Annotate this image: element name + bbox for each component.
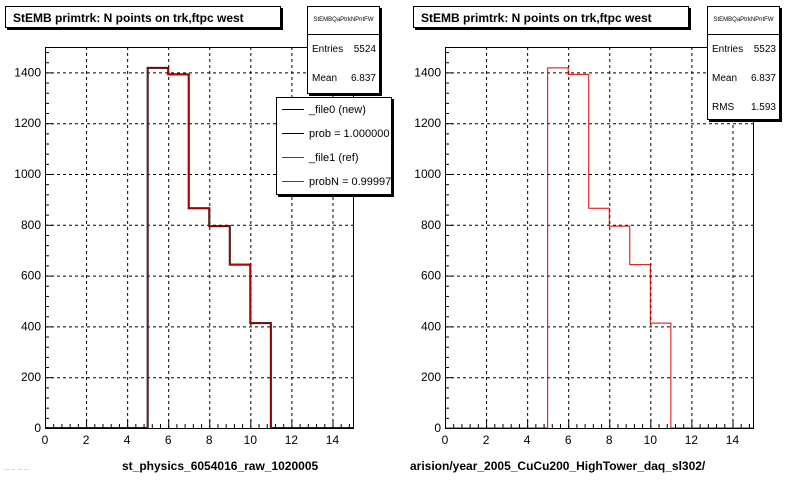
y-tick-label: 1200 xyxy=(14,116,41,130)
stats-label: Mean xyxy=(312,73,338,84)
x-tick-label: 12 xyxy=(285,433,299,447)
y-tick-label: 1400 xyxy=(414,65,441,79)
legend-line-swatch xyxy=(282,109,304,110)
legend-entry-prob: prob = 1.000000 xyxy=(277,122,391,146)
left-title-box: StEMB primtrk: N points on trk,ftpc west xyxy=(5,6,281,28)
right-file-label-text: arision/year_2005_CuCu200_HighTower_daq_… xyxy=(410,459,706,473)
y-tick-label: 200 xyxy=(21,370,41,384)
x-axis xyxy=(45,420,350,428)
x-tick-label: 8 xyxy=(606,433,613,447)
left-title: StEMB primtrk: N points on trk,ftpc west xyxy=(13,11,244,25)
x-tick-label: 2 xyxy=(83,433,90,447)
plot-frame xyxy=(45,47,354,429)
right-stats-rms: RMS 1.593 xyxy=(708,93,779,119)
legend-line-swatch xyxy=(282,157,304,158)
left-stats-box: StEMBQaPtrkNPntFW Entries 5524 Mean 6.83… xyxy=(307,6,380,94)
x-axis xyxy=(445,420,750,428)
y-tick-label: 1000 xyxy=(14,167,41,181)
stats-label: Entries xyxy=(312,44,344,55)
stats-value: 5524 xyxy=(353,44,376,55)
x-tick-label: 14 xyxy=(726,433,740,447)
left-stats-mean: Mean 6.837 xyxy=(308,64,379,93)
x-tick-label: 10 xyxy=(644,433,658,447)
y-tick-label: 800 xyxy=(21,218,41,232)
y-tick-label: 400 xyxy=(421,319,441,333)
stats-value: 6.837 xyxy=(350,73,376,84)
y-tick-label: 0 xyxy=(34,421,41,435)
stats-value: 6.837 xyxy=(750,73,776,84)
x-tick-label: 8 xyxy=(206,433,213,447)
legend-entry-ref: _file1 (ref) xyxy=(277,146,391,170)
legend-text: probN = 0.999970 xyxy=(309,176,391,188)
x-tick-label: 6 xyxy=(165,433,172,447)
legend-entry-new: _file0 (new) xyxy=(277,98,391,122)
right-title: StEMB primtrk: N points on trk,ftpc west xyxy=(421,11,652,25)
stats-label: RMS xyxy=(712,102,735,113)
legend-text: _file0 (new) xyxy=(309,104,366,116)
y-tick-label: 600 xyxy=(21,269,41,283)
left-file-label-text: st_physics_6054016_raw_1020005 xyxy=(122,459,319,473)
x-tick-label: 4 xyxy=(124,433,131,447)
x-tick-label: 2 xyxy=(483,433,490,447)
x-tick-label: 6 xyxy=(565,433,572,447)
y-axis xyxy=(445,52,453,429)
y-tick-label: 200 xyxy=(421,370,441,384)
left-file-label: st_physics_6054016_raw_1020005 xyxy=(122,459,342,473)
y-tick-label: 800 xyxy=(421,218,441,232)
stats-value: 1.593 xyxy=(750,102,776,113)
y-tick-label: 600 xyxy=(421,269,441,283)
stats-label: Entries xyxy=(712,44,744,55)
histogram-series-0 xyxy=(445,67,753,429)
right-file-label: arision/year_2005_CuCu200_HighTower_daq_… xyxy=(410,459,730,473)
right-stats-box: StEMBQaPtrkNPntFW Entries 5523 Mean 6.83… xyxy=(707,6,780,120)
right-title-box: StEMB primtrk: N points on trk,ftpc west xyxy=(413,6,689,28)
legend-text: prob = 1.000000 xyxy=(309,128,390,140)
y-axis xyxy=(45,52,53,429)
y-tick-label: 0 xyxy=(434,421,441,435)
x-tick-label: 14 xyxy=(326,433,340,447)
stats-label: Mean xyxy=(712,73,738,84)
y-tick-label: 1400 xyxy=(14,65,41,79)
plot-frame xyxy=(445,47,754,429)
left-plot: 0 2 4 6 8 10 12 14 0 200 400 600 800 1000 1200 1400 xyxy=(14,47,354,447)
footer-text: ... ... ... ... xyxy=(4,466,30,472)
right-plot: 0 2 4 6 8 10 12 14 0 200 400 600 800 1000 1200 1400 xyxy=(414,47,754,447)
x-tick-label: 10 xyxy=(244,433,258,447)
right-stats-entries: Entries 5523 xyxy=(708,35,779,64)
y-tick-label: 1000 xyxy=(414,167,441,181)
y-tick-label: 1200 xyxy=(414,116,441,130)
x-tick-label: 4 xyxy=(524,433,531,447)
stats-value: 5523 xyxy=(753,44,776,55)
x-tick-label: 12 xyxy=(685,433,699,447)
legend-line-swatch xyxy=(282,181,304,182)
legend-entry-probn: probN = 0.999970 xyxy=(277,170,391,194)
left-stats-entries: Entries 5524 xyxy=(308,35,379,64)
right-stats-mean: Mean 6.837 xyxy=(708,64,779,93)
left-stats-name: StEMBQaPtrkNPntFW xyxy=(308,7,379,35)
y-tick-label: 400 xyxy=(21,319,41,333)
left-legend: _file0 (new) prob = 1.000000 _file1 (ref… xyxy=(276,97,392,195)
legend-text: _file1 (ref) xyxy=(309,152,359,164)
x-tick-label: 0 xyxy=(42,433,49,447)
x-tick-label: 0 xyxy=(442,433,449,447)
legend-line-swatch xyxy=(282,133,304,134)
right-stats-name: StEMBQaPtrkNPntFW xyxy=(708,7,779,35)
